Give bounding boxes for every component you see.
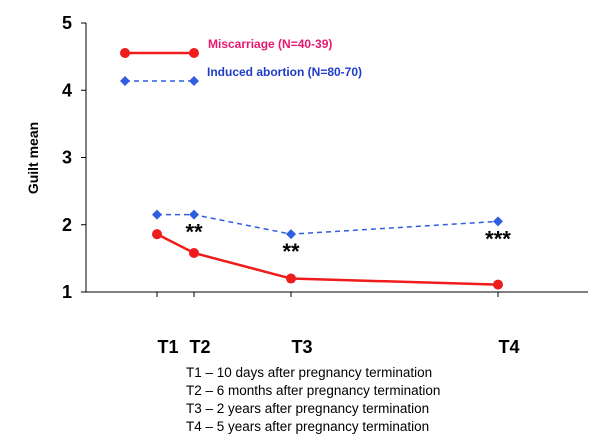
series-line — [157, 213, 499, 235]
x-tick-label-t1: T1 — [157, 337, 178, 357]
series-induced-abortion — [152, 209, 503, 240]
x-tick-label-t3: T3 — [291, 337, 312, 357]
significance-mark-t2: ** — [185, 220, 203, 245]
data-point — [152, 229, 162, 240]
data-point — [493, 279, 503, 290]
significance-mark-t3: ** — [282, 239, 300, 264]
y-axis-label: Guilt mean — [25, 122, 41, 194]
data-point — [189, 247, 199, 258]
legend-label: Induced abortion (N=80-70) — [207, 65, 362, 79]
legend-marker — [189, 48, 199, 58]
note-t4: T4 – 5 years after pregnancy termination — [186, 419, 430, 434]
note-t3: T3 – 2 years after pregnancy termination — [186, 401, 430, 416]
y-tick-label: 2 — [62, 215, 72, 235]
legend-marker — [189, 76, 199, 86]
y-tick-label: 5 — [62, 13, 72, 33]
data-point — [152, 209, 162, 220]
significance-mark-t4: *** — [485, 226, 511, 251]
y-tick-label: 4 — [62, 80, 72, 100]
legend-label: Miscarriage (N=40-39) — [208, 37, 332, 51]
data-point — [286, 229, 296, 240]
data-point — [493, 216, 503, 227]
legend-item-miscarriage: Miscarriage (N=40-39) — [120, 37, 332, 58]
note-t2: T2 – 6 months after pregnancy terminatio… — [186, 383, 441, 398]
series-miscarriage — [152, 229, 503, 290]
data-point — [189, 209, 199, 220]
y-tick-label: 1 — [62, 282, 72, 302]
legend-item-induced-abortion: Induced abortion (N=80-70) — [120, 65, 362, 86]
note-t1: T1 – 10 days after pregnancy termination — [186, 365, 433, 380]
x-tick-label-t2: T2 — [189, 337, 210, 357]
legend-marker — [120, 76, 130, 86]
time-point-notes: T1 – 10 days after pregnancy termination… — [186, 364, 440, 436]
data-point — [286, 273, 296, 284]
series-line — [156, 233, 499, 286]
y-tick-label: 3 — [62, 148, 72, 168]
x-tick-label-t4: T4 — [498, 337, 519, 357]
legend-marker — [120, 48, 130, 58]
